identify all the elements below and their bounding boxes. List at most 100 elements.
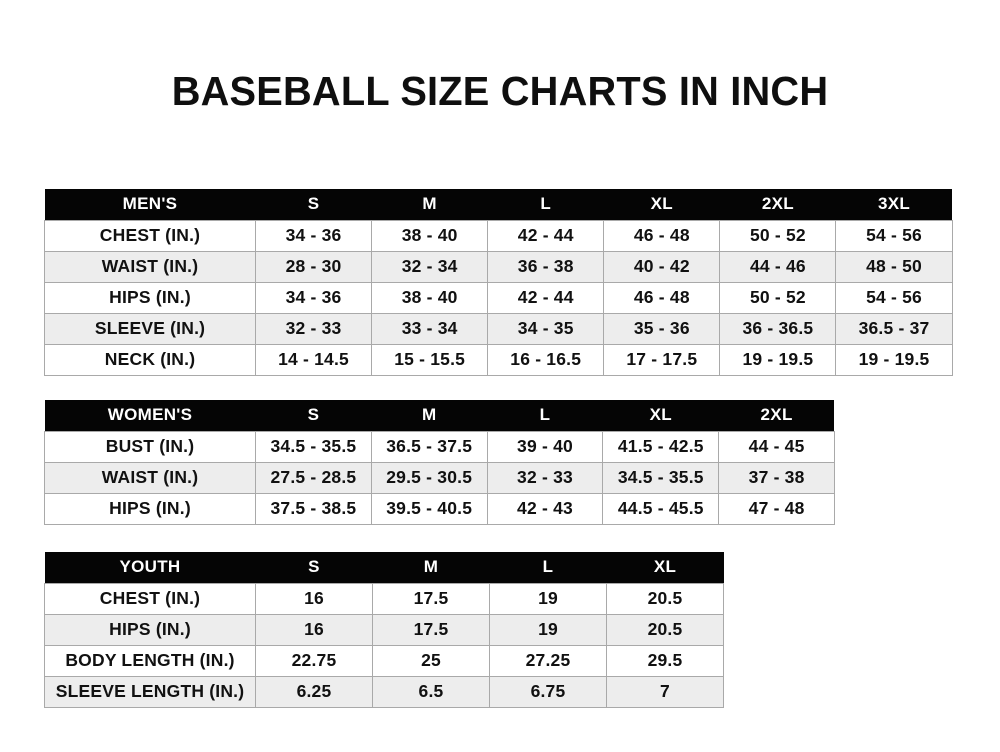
cell-value: 27.25: [489, 645, 607, 677]
mens-size-table: MEN'S S M L XL 2XL 3XL CHEST (IN.) 34 - …: [44, 189, 953, 376]
cell-value: 44 - 45: [718, 430, 835, 463]
cell-value: 17.5: [372, 614, 490, 646]
cell-value: 22.75: [255, 645, 373, 677]
cell-value: 34.5 - 35.5: [255, 430, 372, 463]
cell-value: 28 - 30: [255, 251, 373, 283]
cell-value: 16: [255, 614, 373, 646]
womens-header-row: WOMEN'S S M L XL 2XL: [44, 400, 835, 431]
cell-value: 50 - 52: [719, 282, 837, 314]
cell-value: 19 - 19.5: [719, 344, 837, 376]
mens-header-category: MEN'S: [44, 189, 256, 220]
mens-header-l: L: [487, 189, 604, 220]
table-row: HIPS (IN.) 34 - 36 38 - 40 42 - 44 46 - …: [44, 282, 953, 314]
mens-header-row: MEN'S S M L XL 2XL 3XL: [44, 189, 953, 220]
mens-header-s: S: [255, 189, 372, 220]
table-row: NECK (IN.) 14 - 14.5 15 - 15.5 16 - 16.5…: [44, 344, 953, 376]
table-row: SLEEVE (IN.) 32 - 33 33 - 34 34 - 35 35 …: [44, 313, 953, 345]
cell-value: 36.5 - 37.5: [371, 430, 488, 463]
cell-value: 46 - 48: [603, 282, 721, 314]
cell-value: 37 - 38: [718, 462, 835, 494]
cell-value: 38 - 40: [371, 282, 489, 314]
row-label: CHEST (IN.): [44, 582, 256, 615]
cell-value: 27.5 - 28.5: [255, 462, 372, 494]
cell-value: 19: [489, 614, 607, 646]
womens-header-l: L: [487, 400, 603, 431]
cell-value: 6.25: [255, 676, 373, 708]
cell-value: 42 - 44: [487, 282, 605, 314]
cell-value: 40 - 42: [603, 251, 721, 283]
row-label: SLEEVE (IN.): [44, 313, 256, 345]
cell-value: 33 - 34: [371, 313, 489, 345]
womens-header-2xl: 2XL: [718, 400, 835, 431]
cell-value: 36 - 38: [487, 251, 605, 283]
youth-header-row: YOUTH S M L XL: [44, 552, 724, 583]
row-label: WAIST (IN.): [44, 462, 256, 494]
row-label: HIPS (IN.): [44, 282, 256, 314]
womens-header-category: WOMEN'S: [44, 400, 256, 431]
cell-value: 48 - 50: [835, 251, 953, 283]
cell-value: 36 - 36.5: [719, 313, 837, 345]
table-row: WAIST (IN.) 28 - 30 32 - 34 36 - 38 40 -…: [44, 251, 953, 283]
cell-value: 17.5: [372, 582, 490, 615]
cell-value: 54 - 56: [835, 219, 953, 252]
cell-value: 50 - 52: [719, 219, 837, 252]
row-label: NECK (IN.): [44, 344, 256, 376]
mens-header-xl: XL: [603, 189, 720, 220]
cell-value: 34 - 36: [255, 219, 373, 252]
cell-value: 20.5: [606, 582, 724, 615]
cell-value: 46 - 48: [603, 219, 721, 252]
cell-value: 44 - 46: [719, 251, 837, 283]
cell-value: 42 - 44: [487, 219, 605, 252]
womens-header-xl: XL: [602, 400, 719, 431]
youth-header-xl: XL: [606, 552, 724, 583]
table-row: HIPS (IN.) 37.5 - 38.5 39.5 - 40.5 42 - …: [44, 493, 835, 525]
mens-table-header: MEN'S S M L XL 2XL 3XL: [44, 189, 953, 220]
womens-header-s: S: [255, 400, 372, 431]
cell-value: 15 - 15.5: [371, 344, 489, 376]
youth-table-body: CHEST (IN.) 16 17.5 19 20.5 HIPS (IN.) 1…: [44, 582, 724, 708]
cell-value: 35 - 36: [603, 313, 721, 345]
youth-header-category: YOUTH: [44, 552, 256, 583]
cell-value: 39.5 - 40.5: [371, 493, 488, 525]
table-row: CHEST (IN.) 34 - 36 38 - 40 42 - 44 46 -…: [44, 219, 953, 252]
page-title: BASEBALL SIZE CHARTS IN INCH: [171, 68, 829, 114]
cell-value: 29.5 - 30.5: [371, 462, 488, 494]
row-label: CHEST (IN.): [44, 219, 256, 252]
mens-header-2xl: 2XL: [719, 189, 836, 220]
cell-value: 25: [372, 645, 490, 677]
cell-value: 42 - 43: [487, 493, 604, 525]
cell-value: 32 - 33: [487, 462, 604, 494]
row-label: HIPS (IN.): [44, 614, 256, 646]
cell-value: 7: [606, 676, 724, 708]
cell-value: 34.5 - 35.5: [602, 462, 720, 494]
row-label: BUST (IN.): [44, 430, 256, 463]
cell-value: 37.5 - 38.5: [255, 493, 372, 525]
womens-table-body: BUST (IN.) 34.5 - 35.5 36.5 - 37.5 39 - …: [44, 430, 835, 525]
womens-table-header: WOMEN'S S M L XL 2XL: [44, 400, 835, 431]
row-label: SLEEVE LENGTH (IN.): [44, 676, 256, 708]
table-row: HIPS (IN.) 16 17.5 19 20.5: [44, 614, 724, 646]
cell-value: 20.5: [606, 614, 724, 646]
cell-value: 36.5 - 37: [835, 313, 953, 345]
cell-value: 17 - 17.5: [603, 344, 721, 376]
cell-value: 6.75: [489, 676, 607, 708]
cell-value: 54 - 56: [835, 282, 953, 314]
youth-size-table: YOUTH S M L XL CHEST (IN.) 16 17.5 19 20…: [44, 552, 724, 708]
youth-header-m: M: [372, 552, 490, 583]
youth-header-l: L: [489, 552, 607, 583]
cell-value: 41.5 - 42.5: [602, 430, 720, 463]
cell-value: 44.5 - 45.5: [602, 493, 720, 525]
womens-header-m: M: [371, 400, 488, 431]
mens-header-m: M: [371, 189, 488, 220]
cell-value: 39 - 40: [487, 430, 604, 463]
cell-value: 34 - 36: [255, 282, 373, 314]
youth-table-header: YOUTH S M L XL: [44, 552, 724, 583]
cell-value: 6.5: [372, 676, 490, 708]
cell-value: 19: [489, 582, 607, 615]
table-row: CHEST (IN.) 16 17.5 19 20.5: [44, 582, 724, 615]
youth-header-s: S: [255, 552, 373, 583]
cell-value: 32 - 33: [255, 313, 373, 345]
cell-value: 29.5: [606, 645, 724, 677]
table-row: WAIST (IN.) 27.5 - 28.5 29.5 - 30.5 32 -…: [44, 462, 835, 494]
